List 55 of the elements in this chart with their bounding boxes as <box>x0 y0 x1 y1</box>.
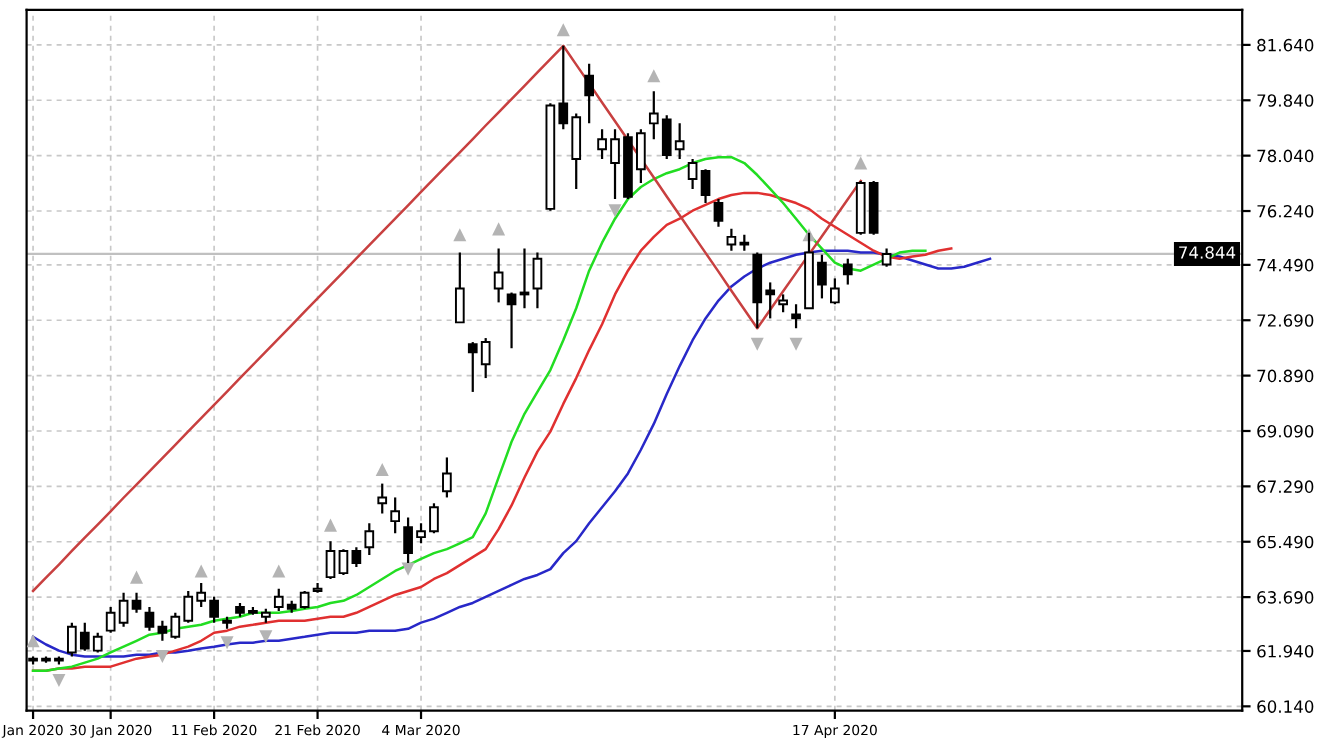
candlestick <box>131 591 142 614</box>
y-tick-label: 74.490 <box>1257 258 1314 272</box>
y-tick-label: 67.290 <box>1257 480 1314 493</box>
point <box>52 673 66 688</box>
candlestick <box>842 257 853 286</box>
line-series <box>31 44 862 593</box>
point <box>26 634 40 648</box>
point <box>323 518 338 532</box>
y-tick-label: 69.090 <box>1257 424 1314 438</box>
point <box>492 222 506 236</box>
candlestick <box>338 548 349 577</box>
y-tick-label: 76.240 <box>1257 204 1314 218</box>
candlestick <box>791 303 801 330</box>
candlestick <box>325 540 336 581</box>
candlestick <box>532 251 543 310</box>
candlestick <box>713 197 724 228</box>
candlestick <box>364 522 375 557</box>
point <box>854 156 868 170</box>
y-tick-label: 70.890 <box>1257 369 1314 383</box>
point <box>750 337 764 351</box>
candlestick <box>454 251 465 324</box>
y-tick-label: 60.140 <box>1257 700 1314 713</box>
candlestick <box>377 482 388 515</box>
point <box>453 228 467 242</box>
point <box>401 562 415 576</box>
candlestick <box>830 277 840 306</box>
point <box>272 564 286 578</box>
point <box>608 204 622 218</box>
candlestick <box>442 456 452 499</box>
point <box>259 630 273 644</box>
candlestick <box>351 546 362 569</box>
point <box>130 570 144 584</box>
y-tick-label: 78.040 <box>1257 149 1314 163</box>
candlestick <box>493 247 504 304</box>
y-tick-label: 79.840 <box>1257 94 1314 107</box>
candlestick <box>881 247 892 268</box>
point <box>375 462 389 476</box>
ref-line-label: 74.844 <box>1179 246 1236 259</box>
point <box>194 564 208 578</box>
point <box>220 636 234 650</box>
point <box>647 69 661 83</box>
candlestick <box>144 605 155 632</box>
y-tick-label: 72.690 <box>1257 314 1314 327</box>
point <box>556 23 570 37</box>
y-tick-label: 63.690 <box>1257 591 1314 604</box>
point <box>155 649 169 664</box>
candlestick <box>687 157 698 190</box>
candlestick <box>506 291 517 350</box>
candlestick <box>584 62 594 125</box>
candlestick <box>390 496 401 535</box>
y-tick-label: 61.940 <box>1257 644 1314 658</box>
y-tick-label: 81.640 <box>1257 38 1314 52</box>
y-tick-label: 65.490 <box>1257 535 1314 549</box>
point <box>789 337 803 351</box>
candlestick <box>700 168 711 205</box>
